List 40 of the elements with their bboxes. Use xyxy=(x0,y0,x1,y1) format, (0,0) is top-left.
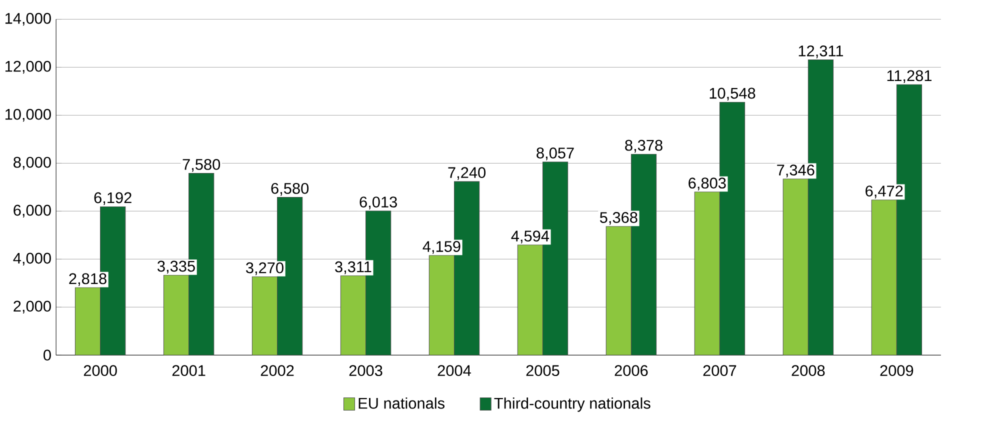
y-tick-label: 6,000 xyxy=(14,204,51,218)
y-tick-label: 14,000 xyxy=(5,13,51,26)
data-label: 11,281 xyxy=(887,70,932,84)
y-tick-label: 4,000 xyxy=(13,252,51,266)
x-tick-label: 2009 xyxy=(880,365,914,376)
data-label: 6,472 xyxy=(866,186,903,198)
data-label: 7,580 xyxy=(182,159,220,172)
y-tick-label: 12,000 xyxy=(5,61,51,74)
data-label: 5,368 xyxy=(600,212,638,225)
data-label: 7,346 xyxy=(777,164,814,178)
data-label: 3,311 xyxy=(335,262,372,274)
data-label: 4,594 xyxy=(511,230,550,244)
data-label: 10,548 xyxy=(710,88,756,101)
x-tick-label: 2007 xyxy=(703,365,736,376)
y-tick-label: 0 xyxy=(44,350,51,361)
data-label: 8,378 xyxy=(625,140,662,153)
x-tick-label: 2001 xyxy=(172,365,206,376)
x-tick-label: 2000 xyxy=(84,365,117,376)
data-label: 2,818 xyxy=(69,273,106,286)
x-tick-label: 2005 xyxy=(526,365,560,376)
data-label: 3,335 xyxy=(158,260,195,274)
data-label: 6,803 xyxy=(688,178,726,191)
y-tick-label: 2,000 xyxy=(14,300,51,314)
y-tick-label: 8,000 xyxy=(14,157,51,170)
x-tick-label: 2008 xyxy=(792,365,825,376)
data-label: 7,240 xyxy=(448,167,486,180)
x-tick-label: 2002 xyxy=(260,365,294,376)
y-tick-label: 10,000 xyxy=(5,109,51,122)
x-tick-label: 2004 xyxy=(438,365,471,376)
data-label: 6,013 xyxy=(360,196,397,210)
data-label: 4,159 xyxy=(422,241,460,254)
data-label: 6,192 xyxy=(94,192,132,206)
data-label: 12,311 xyxy=(798,46,844,58)
x-tick-label: 2006 xyxy=(614,365,648,376)
x-tick-label: 2003 xyxy=(349,365,382,376)
data-label: 6,580 xyxy=(271,183,309,196)
legend-label: Third-country nationals xyxy=(494,398,650,412)
legend-label: EU nationals xyxy=(358,398,445,409)
data-label: 3,270 xyxy=(246,262,284,276)
data-label: 8,057 xyxy=(536,148,574,160)
